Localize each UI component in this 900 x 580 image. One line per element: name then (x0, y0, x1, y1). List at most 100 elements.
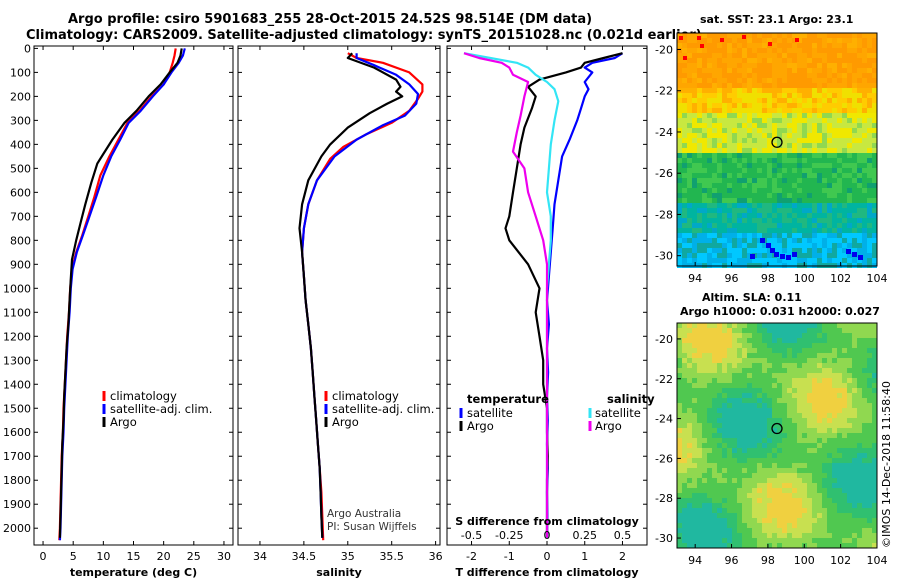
map-cell (852, 338, 857, 343)
map-cell (722, 103, 727, 108)
map-cell (792, 188, 797, 193)
map-cell (872, 173, 877, 178)
map-cell (792, 258, 797, 263)
map-cell (712, 253, 717, 258)
map-cell (732, 128, 737, 133)
map-cell (732, 68, 737, 73)
map-cell (852, 368, 857, 373)
map-cell (817, 93, 822, 98)
map-cell (812, 353, 817, 358)
map-cell (782, 243, 787, 248)
map-cell (772, 198, 777, 203)
map-cell (832, 368, 837, 373)
map-cell (842, 343, 847, 348)
map-cell (692, 153, 697, 158)
map-cell (857, 33, 862, 38)
map-cell (697, 458, 702, 463)
map-cell (782, 438, 787, 443)
map-cell (767, 378, 772, 383)
map-cell (677, 48, 682, 53)
map-cell (697, 478, 702, 483)
map-cell (867, 503, 872, 508)
x-tick-label: 0 (544, 550, 551, 563)
x-tick-label: 10 (96, 550, 110, 563)
map-cell (757, 173, 762, 178)
map-cell (702, 218, 707, 223)
map-cell (722, 243, 727, 248)
map-cell (842, 203, 847, 208)
map-cell (737, 388, 742, 393)
map-cell (847, 123, 852, 128)
map-cell (757, 488, 762, 493)
map-cell (697, 213, 702, 218)
x-axis-label-top: S difference from climatology (455, 515, 639, 528)
map-cell (787, 108, 792, 113)
map-cell (727, 153, 732, 158)
map-cell (742, 363, 747, 368)
map-cell (782, 133, 787, 138)
map-cell (832, 168, 837, 173)
map-cell (757, 133, 762, 138)
map-cell (732, 168, 737, 173)
map-cell (747, 233, 752, 238)
map-cell (682, 323, 687, 328)
map-cell (832, 383, 837, 388)
map-cell (782, 153, 787, 158)
map-cell (702, 238, 707, 243)
map-cell (822, 528, 827, 533)
map-cell (797, 363, 802, 368)
map-cell (797, 103, 802, 108)
map-cell (712, 128, 717, 133)
map-cell (862, 43, 867, 48)
map-cell (682, 188, 687, 193)
map-cell (777, 218, 782, 223)
map-cell (872, 63, 877, 68)
map-cell (702, 148, 707, 153)
map-cell (852, 348, 857, 353)
map-cell (857, 438, 862, 443)
map-cell (722, 338, 727, 343)
credit-line-2: PI: Susan Wijffels (327, 521, 417, 533)
map-cell (717, 123, 722, 128)
map-cell (747, 168, 752, 173)
map-cell (752, 478, 757, 483)
map-cell (772, 523, 777, 528)
map-cell (837, 193, 842, 198)
map-cell (792, 453, 797, 458)
map-cell (852, 163, 857, 168)
map-cell (782, 523, 787, 528)
map-cell (682, 518, 687, 523)
map-cell (742, 178, 747, 183)
map-cell (742, 408, 747, 413)
map-cell (797, 133, 802, 138)
map-cell (832, 133, 837, 138)
map-cell (872, 363, 877, 368)
map-cell (692, 248, 697, 253)
map-cell (692, 78, 697, 83)
map-cell (832, 88, 837, 93)
map-cell (707, 503, 712, 508)
map-cell (812, 418, 817, 423)
y-tick-label: -28 (655, 208, 673, 221)
map-cell (832, 73, 837, 78)
map-cell (792, 393, 797, 398)
map-cell (857, 518, 862, 523)
map-cell (752, 328, 757, 333)
map-cell (742, 63, 747, 68)
map-cell (817, 543, 822, 548)
map-cell (707, 208, 712, 213)
map-cell (697, 43, 702, 48)
map-cell (727, 168, 732, 173)
map-cell (682, 168, 687, 173)
map-cell (707, 148, 712, 153)
map-cell (767, 538, 772, 543)
map-cell (707, 178, 712, 183)
map-cell (797, 393, 802, 398)
map-cell (727, 233, 732, 238)
map-cell (737, 123, 742, 128)
map-cell (867, 478, 872, 483)
map-cell (832, 158, 837, 163)
y-tick-label: 600 (10, 186, 31, 199)
map-cell (732, 33, 737, 38)
map-cell (707, 433, 712, 438)
